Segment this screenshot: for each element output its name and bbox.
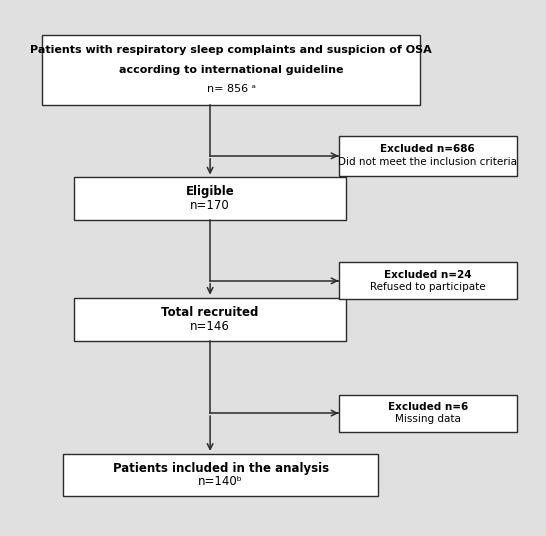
FancyBboxPatch shape <box>74 297 346 341</box>
Text: Excluded n=6: Excluded n=6 <box>388 402 468 412</box>
FancyBboxPatch shape <box>339 262 517 300</box>
FancyBboxPatch shape <box>339 394 517 431</box>
Text: Patients with respiratory sleep complaints and suspicion of OSA: Patients with respiratory sleep complain… <box>30 46 432 55</box>
Text: Excluded n=686: Excluded n=686 <box>380 144 475 154</box>
FancyBboxPatch shape <box>74 177 346 220</box>
Text: Did not meet the inclusion criteria: Did not meet the inclusion criteria <box>338 157 517 167</box>
Text: Eligible: Eligible <box>186 185 234 198</box>
Text: n=170: n=170 <box>190 199 230 212</box>
Text: Patients included in the analysis: Patients included in the analysis <box>112 461 329 475</box>
FancyBboxPatch shape <box>339 136 517 176</box>
FancyBboxPatch shape <box>63 454 378 496</box>
Text: Excluded n=24: Excluded n=24 <box>384 270 471 280</box>
Text: Missing data: Missing data <box>395 414 461 424</box>
FancyBboxPatch shape <box>43 35 420 105</box>
Text: Total recruited: Total recruited <box>162 306 259 319</box>
Text: n=146: n=146 <box>190 319 230 333</box>
Text: Refused to participate: Refused to participate <box>370 282 485 292</box>
Text: according to international guideline: according to international guideline <box>119 65 343 75</box>
Text: n=140ᵇ: n=140ᵇ <box>198 475 243 488</box>
Text: n= 856 ᵃ: n= 856 ᵃ <box>206 85 256 94</box>
